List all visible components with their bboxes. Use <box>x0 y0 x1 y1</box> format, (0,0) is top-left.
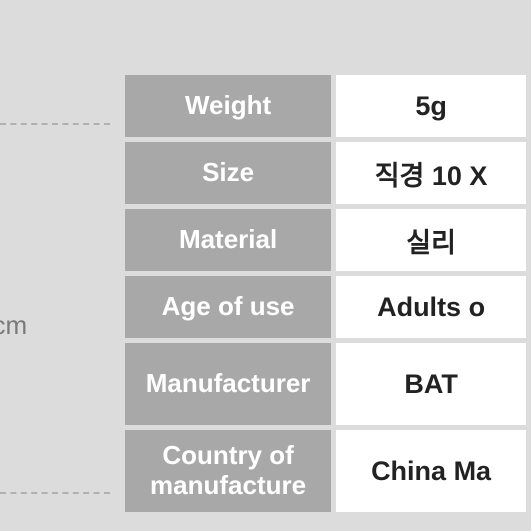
spec-label: Country of manufacture <box>125 430 331 512</box>
spec-value: 5g <box>336 75 526 137</box>
table-row: Country of manufacture China Ma <box>125 430 526 512</box>
spec-label: Weight <box>125 75 331 137</box>
spec-table: Weight 5g Size 직경 10 X Material 실리 Age o… <box>120 70 531 517</box>
table-row: Weight 5g <box>125 75 526 137</box>
spec-label: Manufacturer <box>125 343 331 425</box>
dimension-label: 4cm <box>0 310 27 341</box>
spec-value: BAT <box>336 343 526 425</box>
table-row: Material 실리 <box>125 209 526 271</box>
spec-label: Age of use <box>125 276 331 338</box>
spec-table-body: Weight 5g Size 직경 10 X Material 실리 Age o… <box>125 75 526 512</box>
spec-label: Material <box>125 209 331 271</box>
spec-value: 직경 10 X <box>336 142 526 204</box>
table-row: Manufacturer BAT <box>125 343 526 425</box>
spec-value: Adults o <box>336 276 526 338</box>
spec-value: 실리 <box>336 209 526 271</box>
table-row: Age of use Adults o <box>125 276 526 338</box>
guide-dash-bottom <box>0 492 110 494</box>
spec-label: Size <box>125 142 331 204</box>
guide-dash-top <box>0 123 110 125</box>
table-row: Size 직경 10 X <box>125 142 526 204</box>
spec-value: China Ma <box>336 430 526 512</box>
